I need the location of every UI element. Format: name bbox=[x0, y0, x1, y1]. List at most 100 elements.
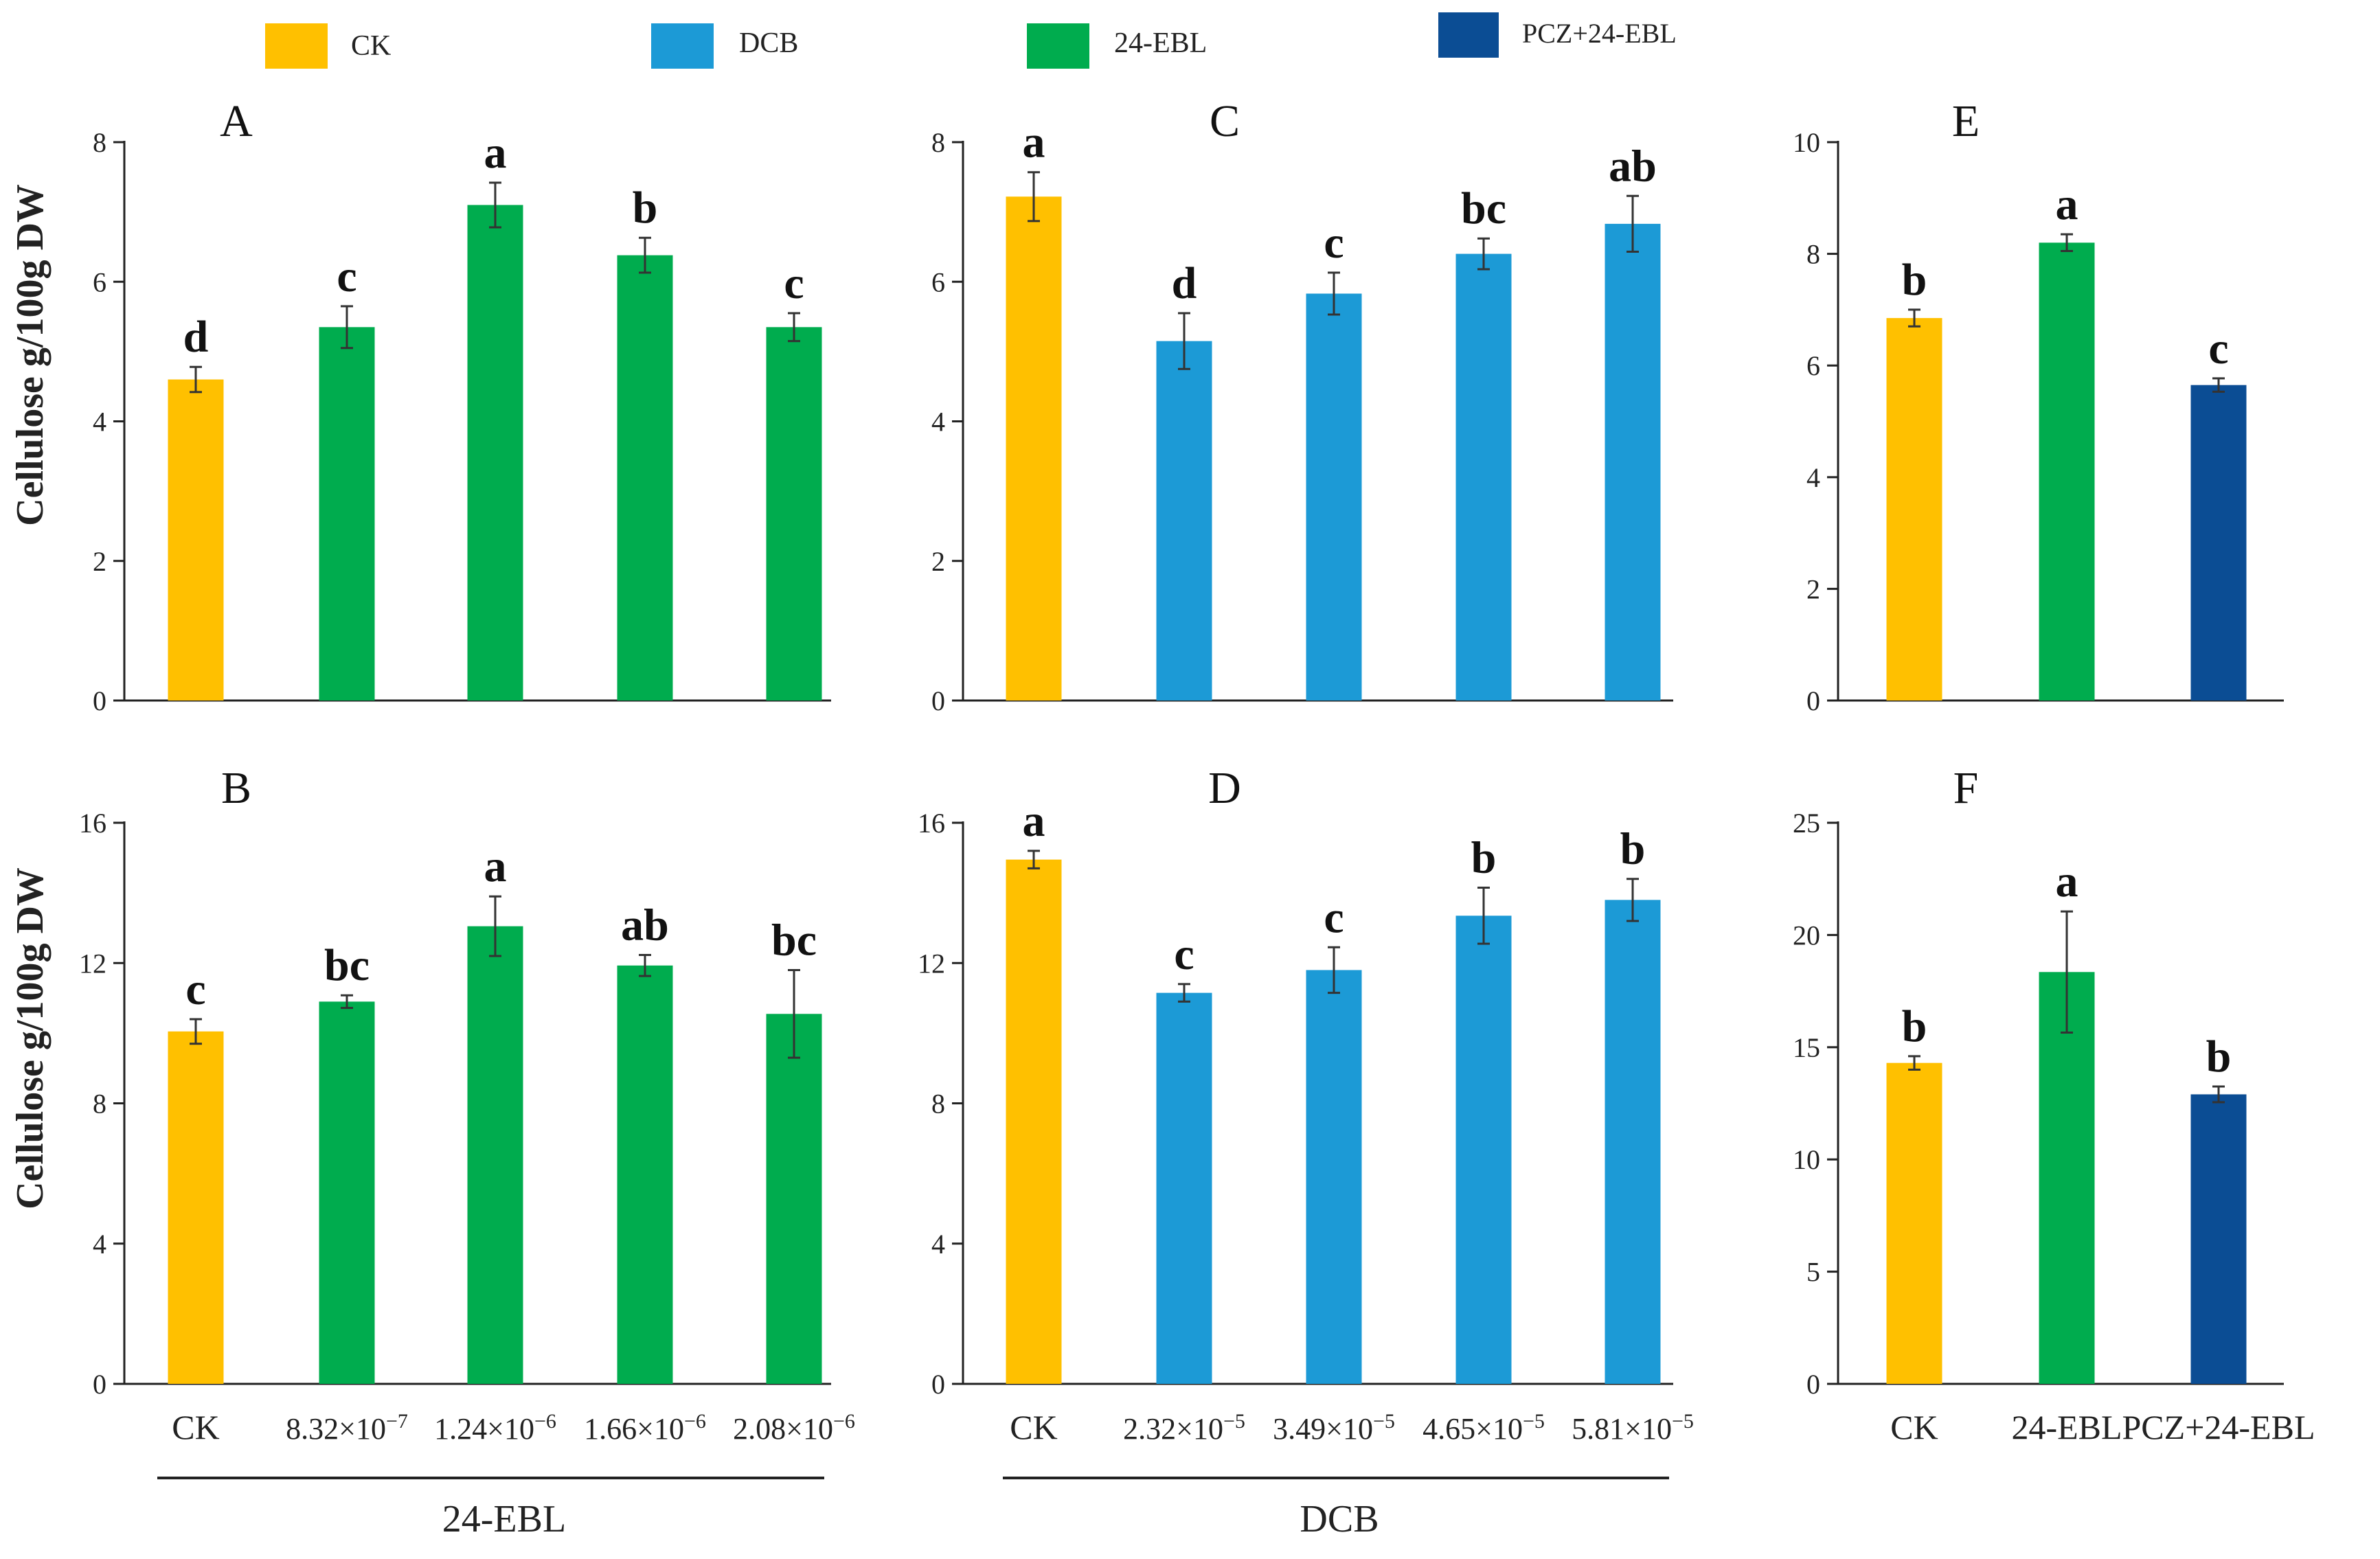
significance-letter: a bbox=[1023, 796, 1045, 846]
legend-swatch-ck bbox=[265, 23, 328, 69]
y-tick-label: 0 bbox=[1806, 685, 1820, 716]
y-tick-label: 16 bbox=[918, 808, 945, 839]
y-tick-label: 4 bbox=[93, 1229, 106, 1260]
x-tick-label: 3.49×10−5 bbox=[1273, 1410, 1395, 1446]
legend-label-dcb: DCB bbox=[739, 27, 798, 59]
y-tick-label: 20 bbox=[1793, 920, 1820, 951]
significance-letter: c bbox=[185, 964, 205, 1014]
group-label-dcb: DCB bbox=[1300, 1498, 1379, 1540]
panel-b: B 0 4 8 12 16 c CK bc 8.32×10−7 a 1.24×10−6 ab 1.66×1… bbox=[79, 763, 855, 1446]
panel-c: C 0 2 4 6 8 a d c bc ab bbox=[931, 96, 1673, 716]
significance-letter: bc bbox=[1461, 183, 1506, 234]
y-tick-label: 0 bbox=[93, 685, 106, 716]
y-tick-label: 0 bbox=[93, 1369, 106, 1400]
y-tick-label: 8 bbox=[1806, 239, 1820, 270]
bar bbox=[319, 327, 375, 701]
significance-letter: a bbox=[484, 841, 507, 891]
significance-letter: b bbox=[1471, 832, 1497, 883]
legend-swatch-dcb bbox=[651, 23, 714, 69]
bar bbox=[319, 1001, 375, 1384]
legend-label-ck: CK bbox=[351, 30, 391, 62]
panel-letter: E bbox=[1952, 96, 1980, 146]
legend-swatch-24-ebl bbox=[1027, 23, 1089, 69]
bar bbox=[2039, 972, 2095, 1384]
y-tick-label: 12 bbox=[918, 948, 945, 979]
y-tick-label: 2 bbox=[931, 546, 945, 577]
y-tick-label: 2 bbox=[1806, 573, 1820, 604]
bar bbox=[766, 1014, 822, 1384]
x-tick-label: CK bbox=[172, 1408, 219, 1446]
panel-letter: A bbox=[220, 96, 253, 146]
bar bbox=[1156, 992, 1212, 1384]
x-tick-label: 24-EBL bbox=[2011, 1408, 2122, 1446]
x-tick-label: 1.24×10−6 bbox=[434, 1410, 556, 1446]
x-tick-label: 1.66×10−6 bbox=[584, 1410, 706, 1446]
legend-swatch-pcz-24-ebl bbox=[1438, 12, 1499, 58]
significance-letter: ab bbox=[1609, 141, 1657, 191]
bar bbox=[1605, 223, 1661, 701]
y-tick-label: 8 bbox=[931, 1089, 945, 1119]
y-tick-label: 8 bbox=[93, 1089, 106, 1119]
bar bbox=[2190, 1094, 2247, 1384]
significance-letter: d bbox=[183, 312, 209, 362]
y-tick-label: 10 bbox=[1793, 127, 1820, 158]
significance-letter: a bbox=[484, 128, 507, 178]
bar bbox=[2190, 385, 2247, 701]
panel-f: F 0 5 10 15 20 25 b CK a 24-EBL b PCZ+24-EBL bbox=[1793, 763, 2315, 1446]
panel-letter: C bbox=[1210, 96, 1240, 146]
bar bbox=[168, 1031, 224, 1384]
panel-letter: F bbox=[1953, 763, 1979, 813]
significance-letter: c bbox=[1324, 892, 1344, 942]
panel-d: D 0 4 8 12 16 a CK c 2.32×10−5 c 3.49×10−5 b 4.65×10−… bbox=[918, 763, 1694, 1446]
bar bbox=[766, 327, 822, 701]
y-tick-label: 6 bbox=[1806, 350, 1820, 381]
x-tick-label: 2.32×10−5 bbox=[1123, 1410, 1245, 1446]
y-axis-title-top: Cellulose g/100g DW bbox=[9, 184, 52, 526]
y-tick-label: 0 bbox=[931, 685, 945, 716]
bar bbox=[1455, 253, 1512, 701]
y-tick-label: 10 bbox=[1793, 1144, 1820, 1175]
y-tick-label: 4 bbox=[931, 1229, 945, 1260]
y-tick-label: 25 bbox=[1793, 808, 1820, 839]
significance-letter: c bbox=[784, 258, 804, 308]
y-tick-label: 6 bbox=[931, 266, 945, 297]
bar bbox=[467, 926, 523, 1384]
legend-label-pcz-24-ebl: PCZ+24-EBL bbox=[1522, 18, 1677, 49]
y-tick-label: 8 bbox=[931, 127, 945, 158]
significance-letter: c bbox=[1174, 929, 1194, 979]
panel-a: A 0 2 4 6 8 d c a b c bbox=[93, 96, 831, 716]
significance-letter: b bbox=[2206, 1032, 2232, 1082]
bar bbox=[1605, 900, 1661, 1384]
bar bbox=[467, 205, 523, 701]
y-axis-title-bottom: Cellulose g/100g DW bbox=[9, 867, 52, 1209]
y-tick-label: 8 bbox=[93, 127, 106, 158]
bar bbox=[1156, 341, 1212, 701]
x-tick-label: 5.81×10−5 bbox=[1572, 1410, 1694, 1446]
bar bbox=[1886, 1062, 1942, 1384]
significance-letter: ab bbox=[621, 900, 669, 951]
significance-letter: a bbox=[2056, 856, 2078, 907]
group-label-24-ebl: 24-EBL bbox=[442, 1498, 566, 1540]
panel-letter: B bbox=[221, 763, 251, 813]
bar bbox=[168, 379, 224, 701]
y-tick-label: 5 bbox=[1806, 1257, 1820, 1288]
legend: CK DCB 24-EBL PCZ+24-EBL bbox=[265, 12, 1677, 69]
significance-letter: c bbox=[2208, 323, 2228, 374]
significance-letter: b bbox=[1902, 255, 1927, 305]
bar bbox=[617, 255, 673, 701]
y-tick-label: 15 bbox=[1793, 1032, 1820, 1063]
bar bbox=[1455, 915, 1512, 1384]
y-tick-label: 0 bbox=[1806, 1369, 1820, 1400]
significance-letter: c bbox=[1324, 218, 1344, 268]
x-tick-label: 8.32×10−7 bbox=[286, 1410, 408, 1446]
panel-e: E 0 2 4 6 8 10 b a c bbox=[1793, 96, 2284, 716]
significance-letter: a bbox=[1023, 117, 1045, 168]
x-tick-label: CK bbox=[1010, 1408, 1057, 1446]
bar bbox=[617, 965, 673, 1384]
significance-letter: bc bbox=[771, 915, 817, 965]
bar bbox=[1306, 970, 1362, 1384]
significance-letter: a bbox=[2056, 179, 2078, 229]
x-tick-label: PCZ+24-EBL bbox=[2122, 1408, 2315, 1446]
significance-letter: b bbox=[1620, 824, 1646, 874]
